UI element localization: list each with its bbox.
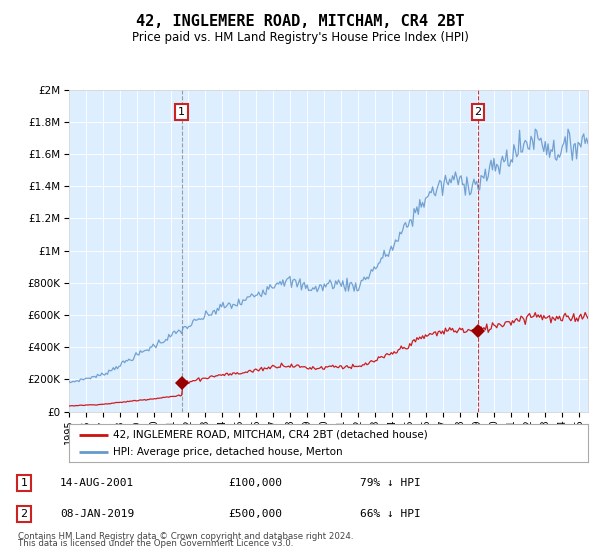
Text: 2: 2: [20, 509, 28, 519]
Text: £100,000: £100,000: [228, 478, 282, 488]
Text: This data is licensed under the Open Government Licence v3.0.: This data is licensed under the Open Gov…: [18, 539, 293, 548]
Text: 42, INGLEMERE ROAD, MITCHAM, CR4 2BT (detached house): 42, INGLEMERE ROAD, MITCHAM, CR4 2BT (de…: [113, 430, 428, 440]
Text: £500,000: £500,000: [228, 509, 282, 519]
Text: Price paid vs. HM Land Registry's House Price Index (HPI): Price paid vs. HM Land Registry's House …: [131, 31, 469, 44]
Text: 1: 1: [178, 107, 185, 117]
Text: 2: 2: [475, 107, 481, 117]
Text: 42, INGLEMERE ROAD, MITCHAM, CR4 2BT: 42, INGLEMERE ROAD, MITCHAM, CR4 2BT: [136, 14, 464, 29]
Text: HPI: Average price, detached house, Merton: HPI: Average price, detached house, Mert…: [113, 447, 343, 458]
Text: 08-JAN-2019: 08-JAN-2019: [60, 509, 134, 519]
Text: 66% ↓ HPI: 66% ↓ HPI: [360, 509, 421, 519]
Text: 79% ↓ HPI: 79% ↓ HPI: [360, 478, 421, 488]
Text: 14-AUG-2001: 14-AUG-2001: [60, 478, 134, 488]
Text: 1: 1: [20, 478, 28, 488]
Text: Contains HM Land Registry data © Crown copyright and database right 2024.: Contains HM Land Registry data © Crown c…: [18, 532, 353, 541]
